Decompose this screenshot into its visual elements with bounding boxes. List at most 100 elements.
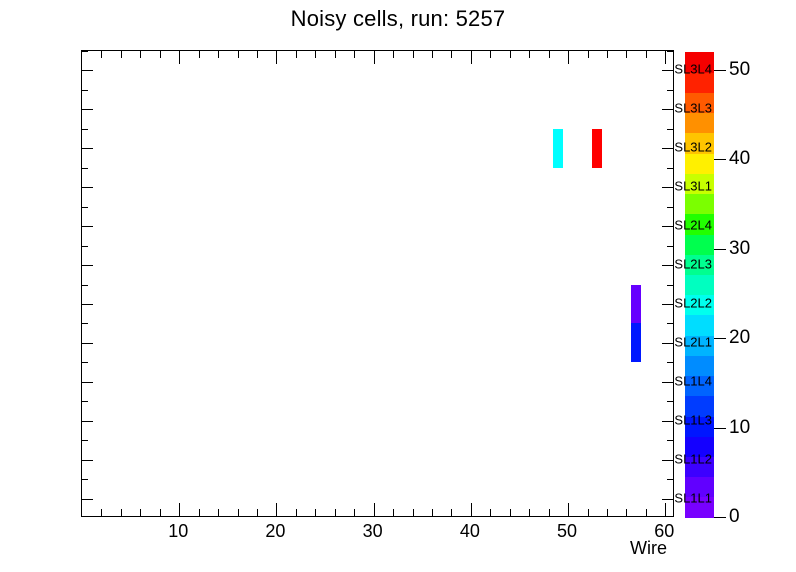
x-axis-tick: [568, 503, 570, 516]
x-axis-tick-top: [568, 51, 570, 64]
y-axis-tick: [82, 226, 93, 228]
x-axis-label-20: 20: [265, 521, 286, 541]
y-axis-tick-mirror: [662, 187, 673, 189]
y-axis-tick: [82, 381, 93, 383]
y-axis-label-sl3l3: SL3L3: [674, 100, 712, 116]
color-bar-band: [685, 395, 714, 417]
y-axis-tick-mirror: [662, 381, 673, 383]
heatmap-cell: [631, 323, 641, 363]
x-axis-minor-tick: [626, 509, 628, 516]
x-axis-minor-tick-top: [218, 51, 220, 58]
color-bar-label-30: 30: [729, 237, 751, 259]
x-axis-minor-tick-top: [354, 51, 356, 58]
x-axis-tick: [373, 503, 375, 516]
x-axis-tick: [179, 503, 181, 516]
x-axis-minor-tick: [295, 509, 297, 516]
x-axis-minor-tick: [256, 509, 258, 516]
x-axis-minor-tick-top: [237, 51, 239, 58]
x-axis-minor-tick-top: [412, 51, 414, 58]
y-axis-minor-tick: [82, 401, 88, 403]
y-axis-label-sl1l2: SL1L2: [674, 451, 712, 467]
y-axis-minor-tick-mirror: [667, 401, 673, 403]
y-axis-tick: [82, 459, 93, 461]
x-axis-minor-tick: [509, 509, 511, 516]
y-axis-minor-tick: [82, 51, 88, 52]
color-bar-label-50: 50: [729, 58, 751, 80]
y-axis-label-sl1l3: SL1L3: [674, 412, 712, 428]
heatmap-cell-layer: [82, 51, 673, 516]
x-axis-minor-tick-top: [101, 51, 103, 58]
color-bar-tick: [714, 69, 726, 71]
color-bar-band: [685, 254, 714, 275]
x-axis-minor-tick: [120, 509, 122, 516]
y-axis-tick-mirror: [662, 498, 673, 500]
y-axis-minor-tick: [82, 89, 88, 91]
x-axis-minor-tick: [315, 509, 317, 516]
y-axis-tick-mirror: [662, 70, 673, 72]
color-bar-band: [685, 132, 714, 154]
y-axis-label-sl3l1: SL3L1: [674, 178, 712, 194]
y-axis-tick-mirror: [662, 303, 673, 305]
y-axis-tick: [82, 109, 93, 111]
y-axis-minor-tick-mirror: [667, 245, 673, 247]
color-bar-band: [685, 274, 714, 296]
heatmap-cell: [631, 284, 641, 324]
y-axis-minor-tick: [82, 284, 88, 286]
x-axis-minor-tick: [431, 509, 433, 516]
x-axis-minor-tick: [354, 509, 356, 516]
y-axis-minor-tick-mirror: [667, 89, 673, 91]
y-axis-minor-tick: [82, 167, 88, 169]
color-bar-band: [685, 415, 714, 437]
x-axis-minor-tick-top: [490, 51, 492, 58]
x-axis-minor-tick-top: [159, 51, 161, 58]
color-bar-label-10: 10: [729, 416, 751, 438]
x-axis-label-50: 50: [557, 521, 578, 541]
page-title: Noisy cells, run: 5257: [290, 6, 506, 31]
y-axis-minor-tick-mirror: [667, 206, 673, 208]
y-axis-tick: [82, 148, 93, 150]
x-axis-minor-tick: [393, 509, 395, 516]
y-axis-tick: [82, 420, 93, 422]
x-axis-minor-tick: [587, 509, 589, 516]
x-axis-label-10: 10: [168, 521, 189, 541]
y-axis-label-sl2l1: SL2L1: [674, 334, 712, 350]
y-axis-tick: [82, 342, 93, 344]
color-bar-band: [685, 335, 714, 356]
x-axis-minor-tick-top: [529, 51, 531, 58]
color-bar-tick: [714, 338, 726, 340]
x-axis-tick: [470, 503, 472, 516]
x-axis-minor-tick: [198, 509, 200, 516]
y-axis-label-sl3l2: SL3L2: [674, 139, 712, 155]
y-axis-tick-mirror: [662, 459, 673, 461]
x-axis-tick-top: [665, 51, 667, 64]
x-axis-label-60: 60: [654, 521, 675, 541]
y-axis-tick-mirror: [662, 148, 673, 150]
y-axis-minor-tick: [82, 323, 88, 325]
x-axis-minor-tick: [451, 509, 453, 516]
x-axis-minor-tick-top: [140, 51, 142, 58]
x-axis-tick-top: [179, 51, 181, 64]
y-axis-label-sl3l4: SL3L4: [674, 61, 712, 77]
y-axis-label-sl1l1: SL1L1: [674, 490, 712, 506]
x-axis-tick: [276, 503, 278, 516]
y-axis-minor-tick-mirror: [667, 167, 673, 169]
y-axis-tick: [82, 187, 93, 189]
y-axis-minor-tick-mirror: [667, 284, 673, 286]
color-bar-band: [685, 72, 714, 94]
color-bar: [685, 52, 714, 518]
x-axis-minor-tick: [412, 509, 414, 516]
x-axis-minor-tick-top: [315, 51, 317, 58]
color-bar-tick: [714, 427, 726, 429]
heatmap-cell: [592, 128, 603, 168]
x-axis-label-40: 40: [459, 521, 480, 541]
y-axis-tick-mirror: [662, 265, 673, 267]
x-axis-label-30: 30: [362, 521, 383, 541]
x-axis-tick-top: [276, 51, 278, 64]
y-axis-tick: [82, 70, 93, 72]
y-axis-tick: [82, 265, 93, 267]
color-bar-band: [685, 355, 714, 377]
x-axis-minor-tick-top: [431, 51, 433, 58]
y-axis-minor-tick: [82, 128, 88, 130]
y-axis-tick-mirror: [662, 342, 673, 344]
